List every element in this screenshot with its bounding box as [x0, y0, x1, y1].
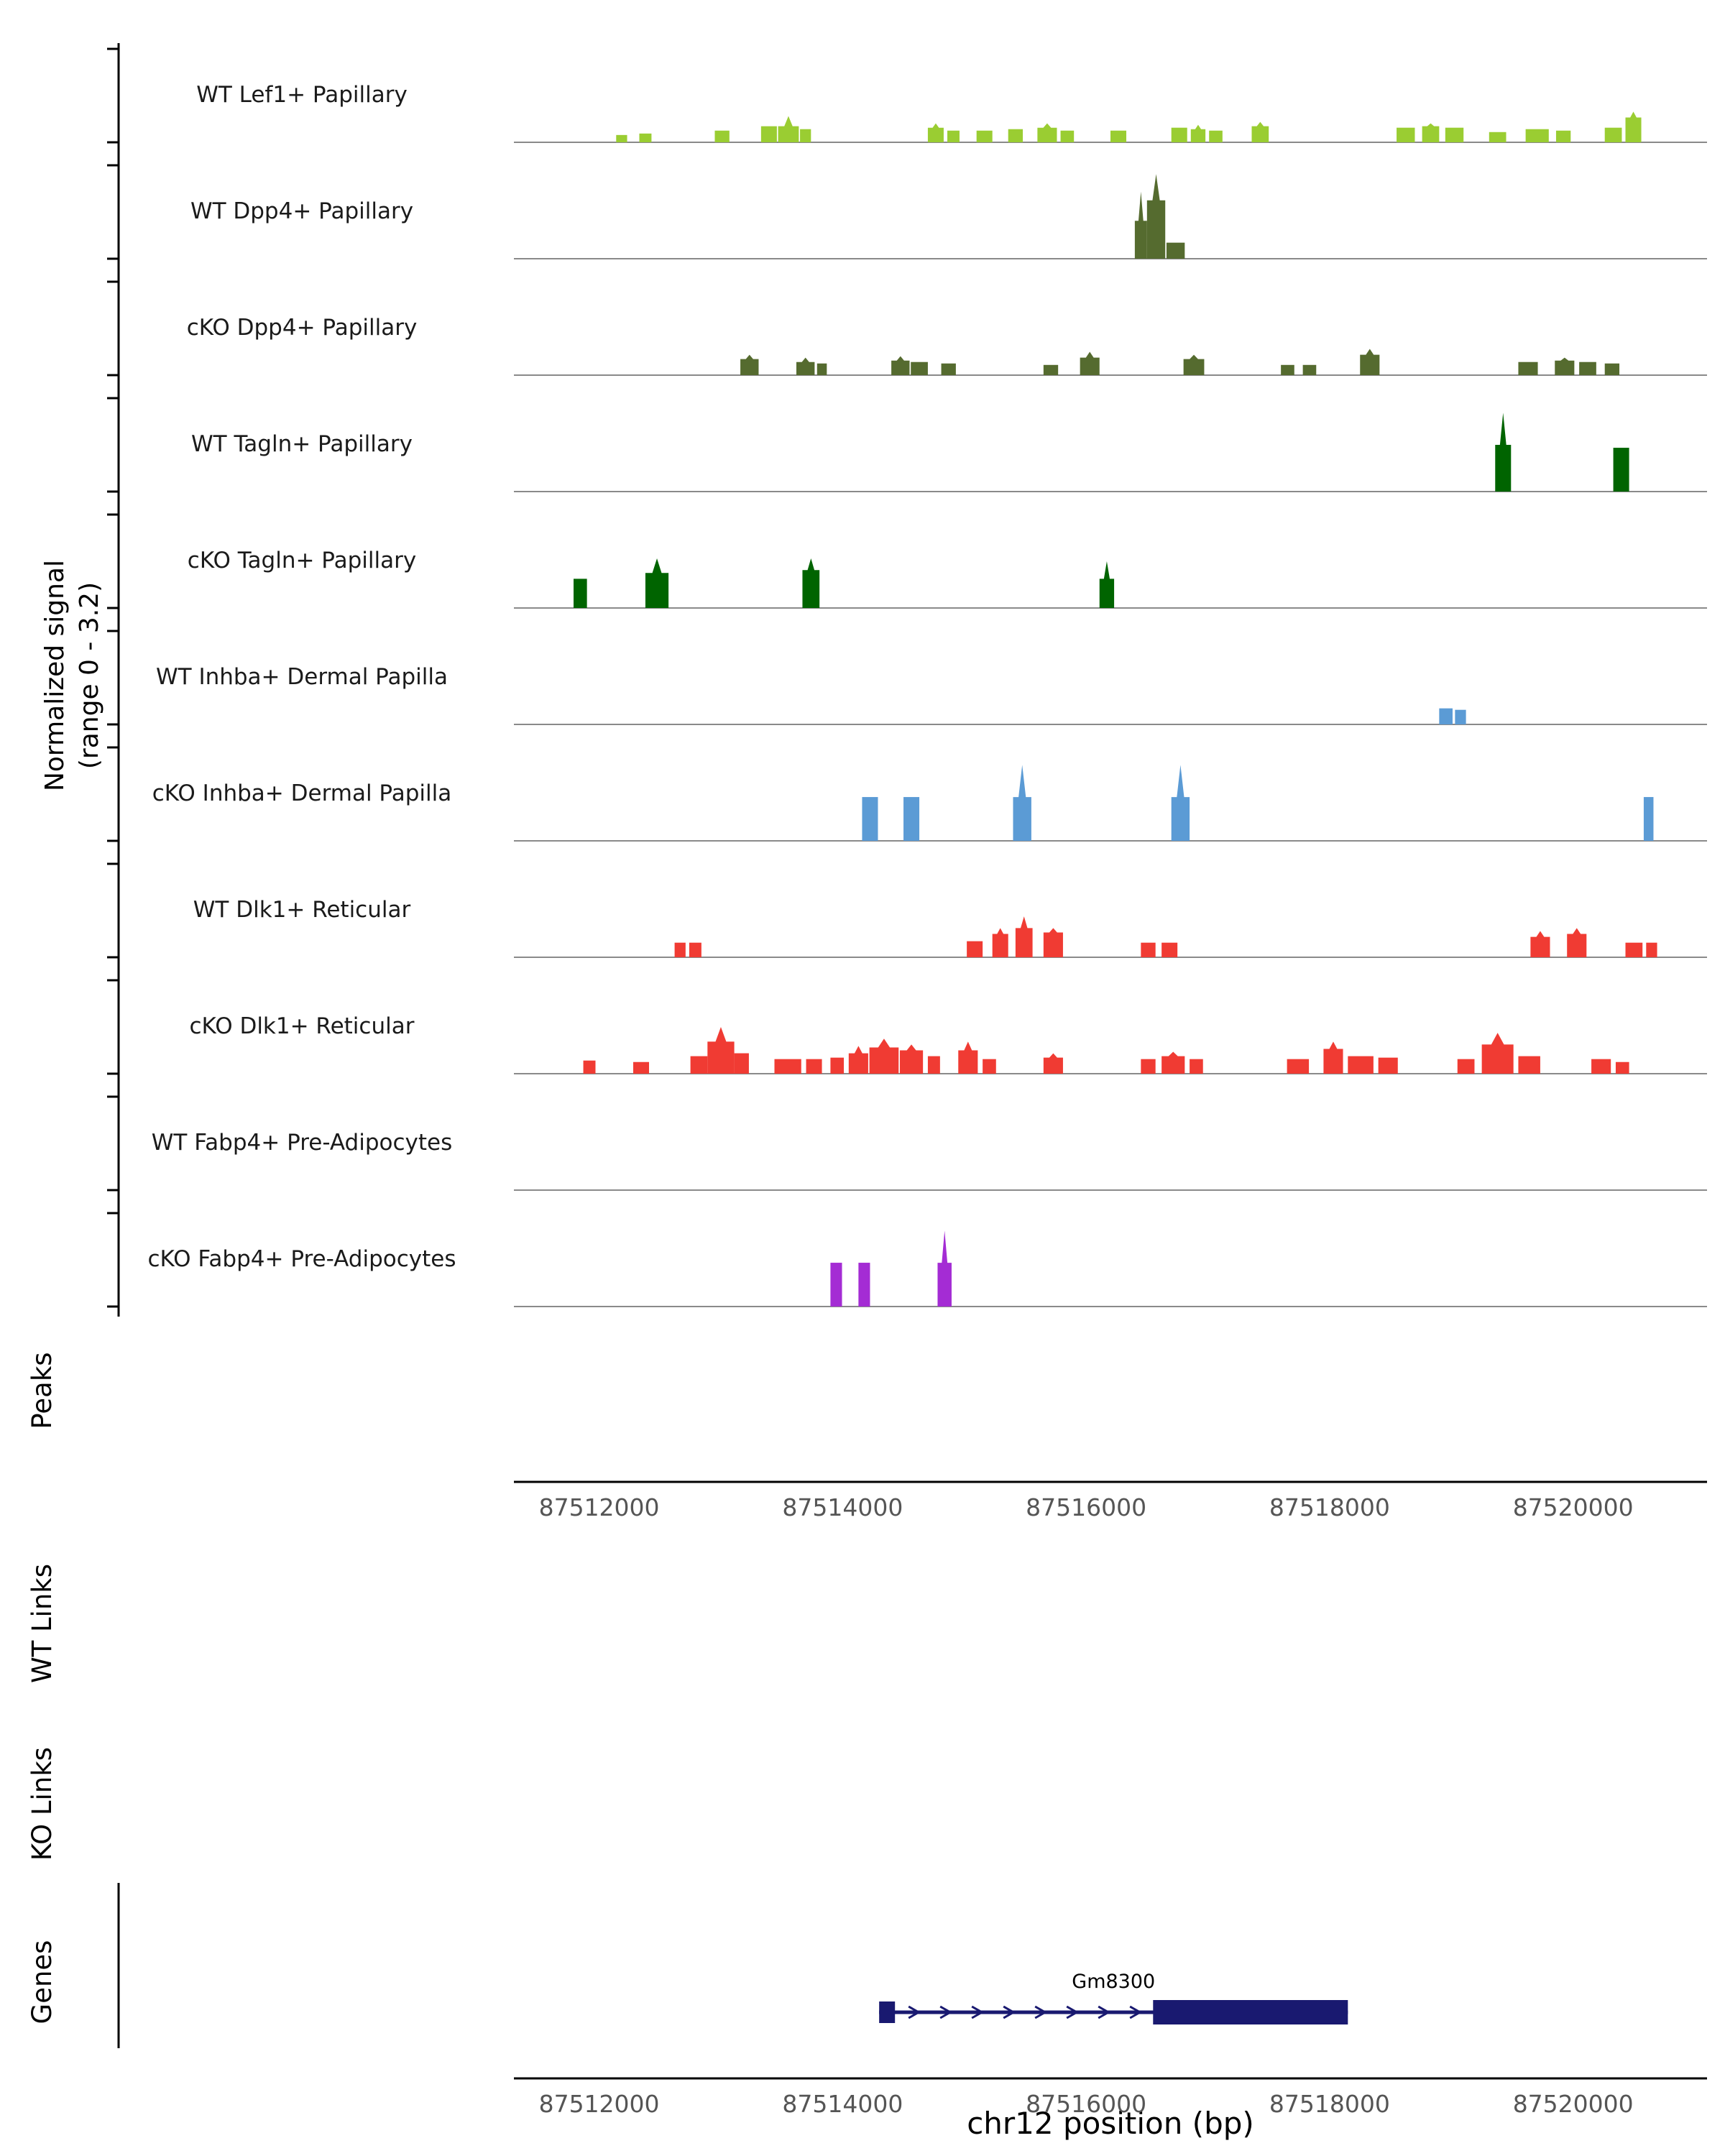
- track-label-wt-dlk1: WT Dlk1+ Reticular: [193, 897, 411, 923]
- axis-tick-label: 87518000: [1269, 2090, 1390, 2118]
- axis-tick-label: 87514000: [782, 2090, 903, 2118]
- y-axis-label-line1: Normalized signal: [40, 559, 70, 792]
- track-label-wt-dpp4: WT Dpp4+ Papillary: [190, 198, 414, 224]
- axis-tick-label: 87520000: [1512, 2090, 1634, 2118]
- track-label-cko-dlk1: cKO Dlk1+ Reticular: [189, 1013, 415, 1039]
- x-axis-title: chr12 position (bp): [967, 2106, 1254, 2141]
- axis-tick-label: 87512000: [538, 1493, 660, 1521]
- track-label-cko-tagln: cKO Tagln+ Papillary: [187, 548, 417, 573]
- axis-tick-label: 87514000: [782, 1493, 903, 1521]
- track-label-wt-fabp4: WT Fabp4+ Pre-Adipocytes: [151, 1130, 453, 1156]
- track-label-cko-inhba: cKO Inhba+ Dermal Papilla: [152, 780, 452, 806]
- axis-tick-label: 87516000: [1026, 2090, 1147, 2118]
- axis-tick-label: 87520000: [1512, 1493, 1634, 1521]
- section-label-genes: Genes: [27, 1940, 58, 2024]
- track-label-wt-inhba: WT Inhba+ Dermal Papilla: [156, 664, 448, 690]
- track-label-cko-fabp4: cKO Fabp4+ Pre-Adipocytes: [147, 1246, 456, 1272]
- gene-label: Gm8300: [1072, 1971, 1156, 1993]
- track-label-wt-tagln: WT Tagln+ Papillary: [191, 431, 413, 457]
- axis-tick-label: 87518000: [1269, 1493, 1390, 1521]
- axis-tick-label: 87512000: [538, 2090, 660, 2118]
- track-label-wt-lef1: WT Lef1+ Papillary: [196, 82, 408, 108]
- axis-tick-label: 87516000: [1026, 1493, 1147, 1521]
- track-label-cko-dpp4: cKO Dpp4+ Papillary: [186, 315, 418, 341]
